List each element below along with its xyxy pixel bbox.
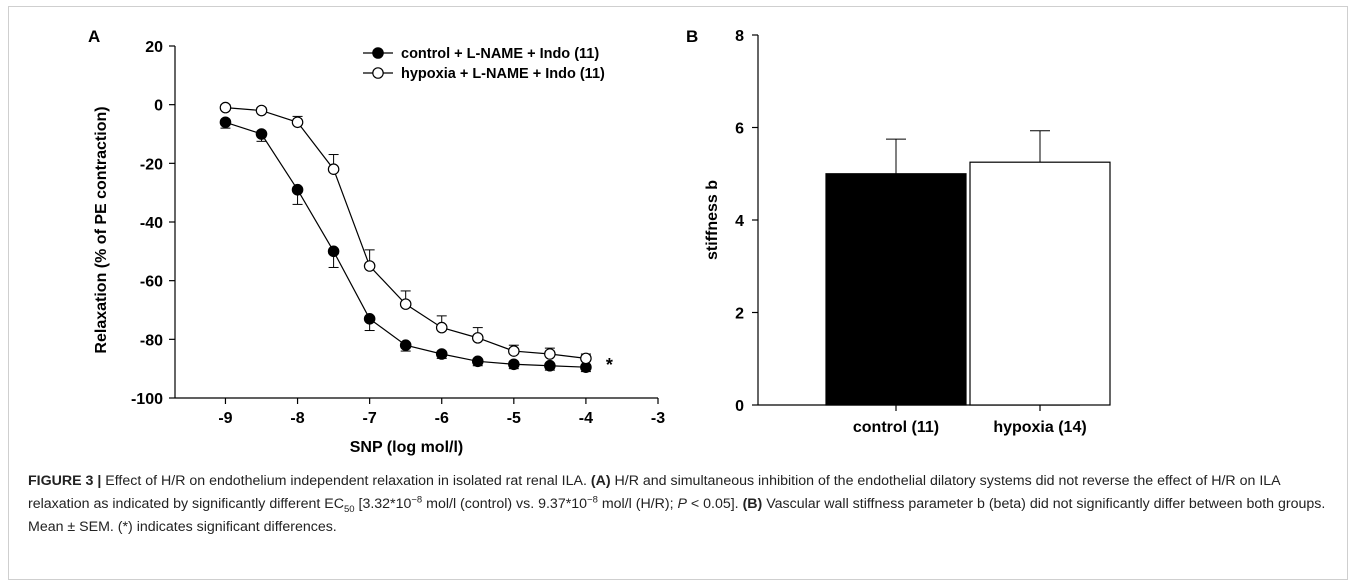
a-series-line-1 [225,121,586,368]
a-legend-label: control + L-NAME + Indo (11) [401,46,599,62]
a-data-point [435,321,448,334]
a-y-tick-label: -100 [131,391,163,408]
a-data-point [255,104,268,117]
caption-a-label: (A) [590,473,611,489]
a-data-point [435,348,448,360]
a-data-point [580,352,592,365]
b-bar [969,161,1111,406]
caption-a-sup-2: −8 [587,494,598,506]
a-y-tick-label: -40 [140,215,163,232]
a-legend-marker [372,67,384,79]
panel-a-label: A [88,27,100,46]
panel-b-bar-chart: B 0 2 4 6 8 stiffness b control (11) hypoxia (14… [686,27,1111,436]
a-legend-marker [372,47,384,59]
a-data-point [399,339,412,351]
a-x-tick-label: -8 [290,410,304,427]
a-y-tick-label: -80 [140,332,163,349]
a-legend-label: hypoxia + L-NAME + Indo (11) [401,66,605,82]
a-x-tick-label: -4 [579,410,593,427]
a-data-point [363,312,376,325]
a-y-tick-label: -20 [140,156,163,173]
caption-b-text: Vascular wall stiffness parameter b (bet… [28,496,1326,535]
b-category-label: control (11) [853,419,939,436]
caption-a-sub: 50 [343,503,355,515]
caption-b-label: (B) [742,496,763,512]
a-x-tick-label: -6 [435,410,449,427]
b-y-tick-label: 0 [735,398,744,415]
a-data-point [399,298,412,310]
a-data-point [255,128,268,140]
b-y-axis-label: stiffness b [704,180,721,260]
a-series-line-2 [225,107,586,359]
a-data-point [219,116,232,129]
a-y-axis-label: Relaxation (% of PE contraction) [93,106,110,353]
a-y-tick-label: 0 [154,98,163,115]
b-y-tick-label: 8 [735,28,744,45]
a-x-tick-label: -5 [507,410,521,427]
figure-caption: FIGURE 3 | Effect of H/R on endothelium … [28,470,1333,539]
b-bar [825,173,967,406]
panel-b-label: B [686,27,698,46]
caption-a-text-2: [3.32*10 [354,496,412,512]
a-data-point [291,183,304,196]
a-data-point [544,359,556,372]
caption-a-text-1: H/R and simultaneous inhibition of the e… [28,473,1280,512]
a-y-tick-label: -60 [140,274,163,291]
caption-a-text-5: < 0.05]. [686,496,743,512]
a-y-tick-label: 20 [145,39,163,56]
caption-a-text-3: mol/l (control) vs. 9.37*10 [422,496,588,512]
a-data-point [327,245,340,258]
a-data-point [327,163,340,175]
caption-a-text-4: mol/l (H/R); [597,496,678,512]
a-data-point [508,345,520,357]
a-data-point [471,355,484,368]
a-data-point [544,348,556,360]
a-data-point [291,116,304,129]
a-significance-asterisk: * [606,355,613,375]
a-x-tick-label: -3 [651,410,665,427]
b-y-tick-label: 4 [735,213,744,230]
b-y-tick-label: 6 [735,121,744,138]
a-data-point [508,358,520,371]
b-y-tick-label: 2 [735,306,744,323]
a-data-point [219,101,232,114]
caption-a-sup-1: −8 [411,494,423,506]
a-x-tick-label: -7 [363,410,377,427]
caption-figure-label: FIGURE 3 | [28,473,102,489]
a-x-axis-label: SNP (log mol/l) [350,439,463,456]
panel-a-line-chart: A 20 0 -20 -40 -60 -80 -100 -9 -8 -7 -6 -5 -4 -3 SNP (l… [88,27,665,456]
caption-a-p: P [677,496,687,512]
figure-frame [8,6,1348,580]
b-category-label: hypoxia (14) [993,419,1086,436]
caption-intro: Effect of H/R on endothelium independent… [101,473,591,489]
a-data-point [363,260,376,272]
a-data-point [471,332,484,344]
a-x-tick-label: -9 [218,410,232,427]
